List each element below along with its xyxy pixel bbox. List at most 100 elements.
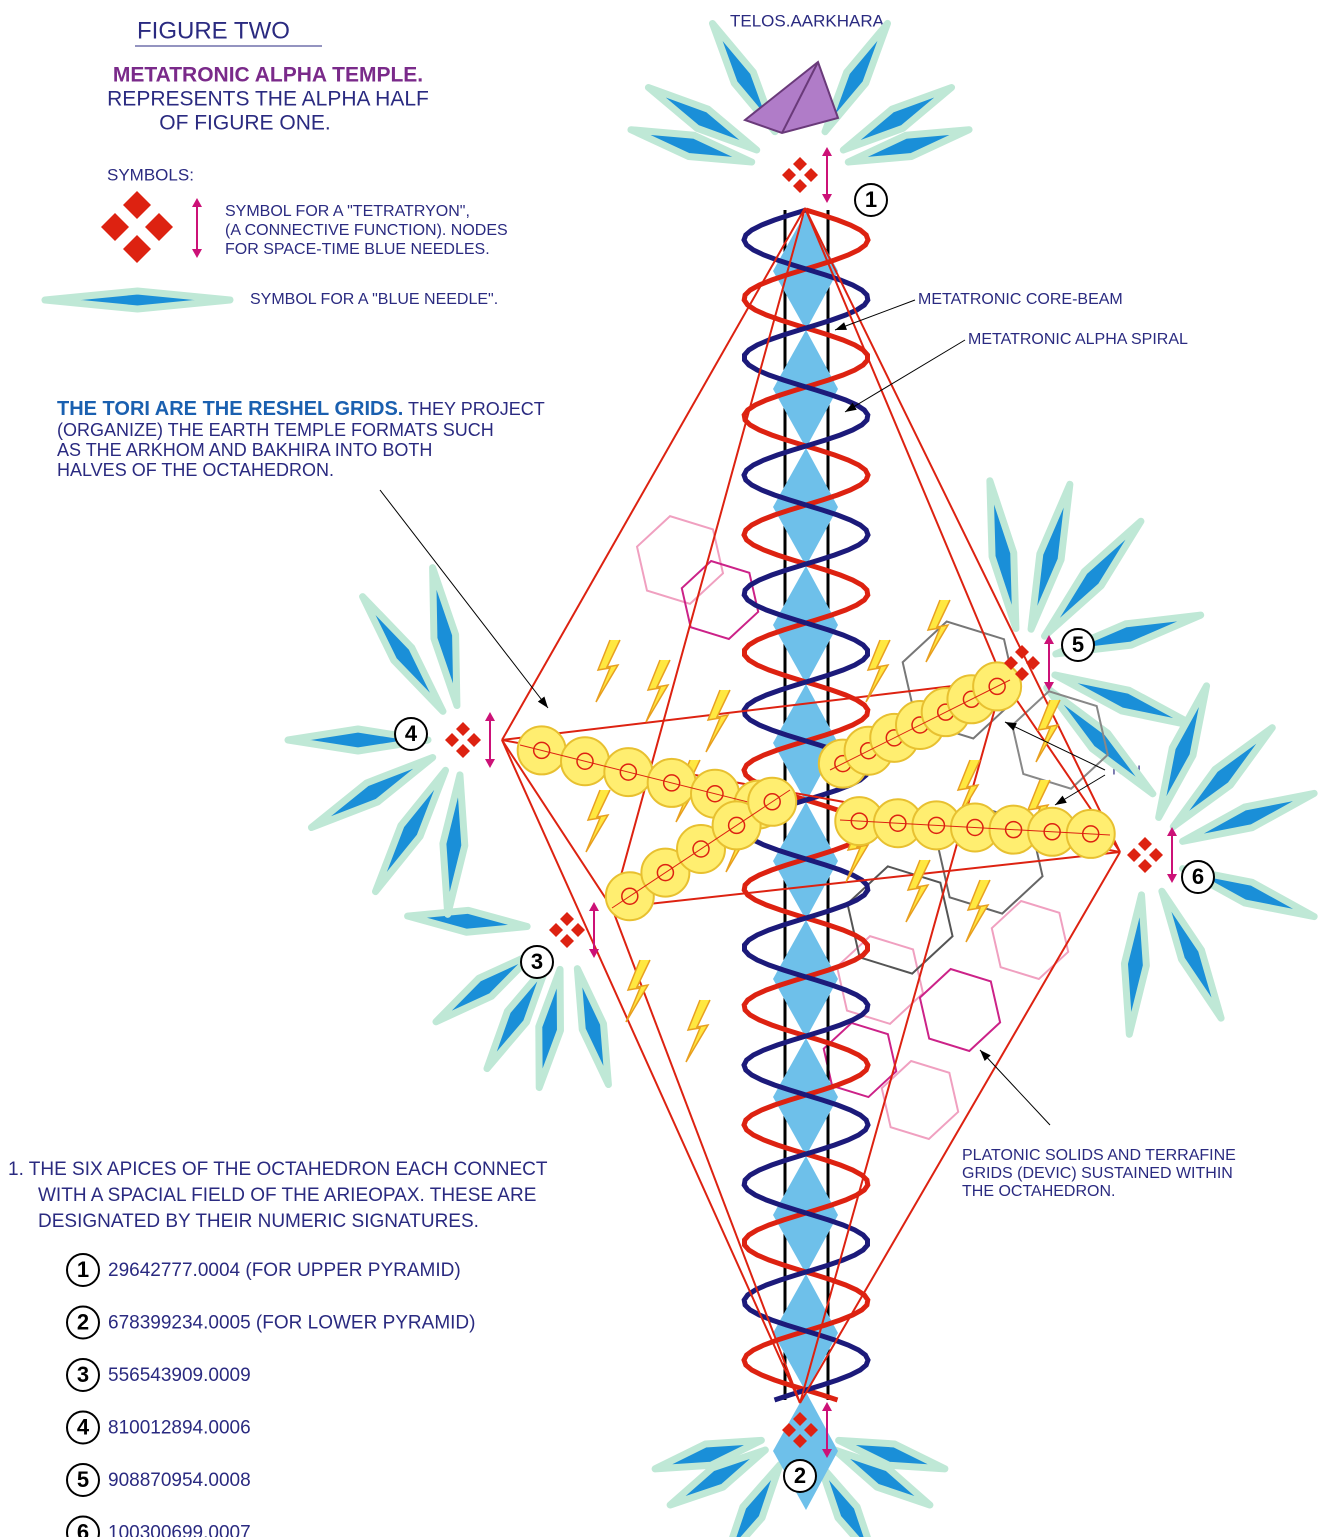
callout: PLATONIC SOLIDS AND TERRAFINE (962, 1147, 1236, 1164)
blue-needle (577, 969, 608, 1085)
tetratryon (1026, 656, 1040, 670)
blue-needle (45, 291, 230, 309)
callout: METATRONIC ALPHA SPIRAL (968, 331, 1188, 348)
platonic-grid (920, 969, 1000, 1051)
lightning (966, 880, 990, 942)
tetratryon (445, 733, 459, 747)
blue-needle (433, 568, 457, 706)
tetratryon (793, 179, 807, 193)
callout: GRIDS (DEVIC) SUSTAINED WITHIN (962, 1165, 1233, 1182)
arrow-head (192, 249, 202, 258)
arrow-head (822, 194, 832, 203)
lightning (926, 600, 950, 662)
note-line: DESIGNATED BY THEIR NUMERIC SIGNATURES. (38, 1211, 479, 1232)
tetratryon (804, 168, 818, 182)
arrow-head (1167, 874, 1177, 883)
blue-needle (1162, 891, 1221, 1018)
symbol-text: SYMBOL FOR A "TETRATRYON", (225, 203, 470, 220)
note-line: 1. THE SIX APICES OF THE OCTAHEDRON EACH… (8, 1159, 548, 1180)
tori-note-text: THEY PROJECT (403, 399, 544, 419)
tetratryon (123, 235, 151, 263)
tetratryon (456, 722, 470, 736)
arrow-head (1005, 722, 1017, 731)
figure-title: FIGURE TWO (137, 17, 290, 44)
marker-number: 2 (77, 1309, 89, 1334)
tetratryon (549, 923, 563, 937)
callout-arrow (980, 1050, 1050, 1125)
callout: METATRONIC CORE-BEAM (918, 291, 1123, 308)
marker-number: 4 (405, 721, 418, 746)
marker-number: 1 (77, 1257, 89, 1282)
tetratryon (560, 934, 574, 948)
callout: THE OCTAHEDRON. (962, 1183, 1115, 1200)
tetratryon (1138, 837, 1152, 851)
blue-needle (443, 775, 465, 914)
octahedron-edge (502, 208, 805, 740)
lightning (706, 690, 730, 752)
symbol-text: (A CONNECTIVE FUNCTION). NODES (225, 222, 508, 239)
tetratryon (101, 213, 129, 241)
arrow-head (192, 198, 202, 207)
marker-number: 2 (794, 1463, 806, 1488)
signature: 100300699.0007 (108, 1523, 251, 1537)
tori-note-text: (ORGANIZE) THE EARTH TEMPLE FORMATS SUCH (57, 420, 494, 440)
arrow-head (589, 902, 599, 911)
lightning (686, 1000, 710, 1062)
marker-number: 4 (77, 1414, 90, 1439)
subtitle-line: OF FIGURE ONE. (159, 112, 331, 135)
symbol-text: SYMBOL FOR A "BLUE NEEDLE". (250, 291, 498, 308)
tetratryon (456, 744, 470, 758)
top-label: TELOS.AARKHARA (730, 11, 885, 30)
marker-number: 5 (1072, 632, 1084, 657)
symbols-heading: SYMBOLS: (107, 165, 194, 184)
subtitle-line: REPRESENTS THE ALPHA HALF (107, 88, 429, 111)
marker-number: 5 (77, 1467, 89, 1492)
tori-note-text: AS THE ARKHOM AND BAKHIRA INTO BOTH (57, 440, 432, 460)
arrow-head (822, 1402, 832, 1411)
platonic-grid (637, 516, 723, 604)
marker-number: 6 (77, 1519, 89, 1537)
tetratryon (571, 923, 585, 937)
blue-needle (1124, 895, 1146, 1034)
lightning (586, 790, 610, 852)
subtitle: METATRONIC ALPHA TEMPLE. (113, 64, 423, 87)
tetratryon (560, 912, 574, 926)
marker-number: 3 (531, 949, 543, 974)
lightning (1036, 700, 1060, 762)
arrow-head (538, 697, 548, 708)
tori-note: THE TORI ARE THE RESHEL GRIDS. THEY PROJ… (57, 398, 545, 420)
arrow-head (485, 759, 495, 768)
tetratryon (793, 157, 807, 171)
marker-number: 1 (865, 187, 877, 212)
arrow-head (1055, 796, 1067, 805)
blue-needle (408, 910, 528, 932)
arrow-head (485, 712, 495, 721)
tetratryon (145, 213, 173, 241)
signature: 678399234.0005 (FOR LOWER PYRAMID) (108, 1313, 476, 1334)
symbol-text: FOR SPACE-TIME BLUE NEEDLES. (225, 241, 490, 258)
tetratryon (1127, 848, 1141, 862)
octahedron-edge (612, 908, 800, 1403)
lightning (906, 860, 930, 922)
arrow-head (822, 147, 832, 156)
marker-number: 6 (1192, 864, 1204, 889)
note-line: WITH A SPACIAL FIELD OF THE ARIEOPAX. TH… (38, 1185, 536, 1206)
tetratryon (1149, 848, 1163, 862)
tori-note-bold: THE TORI ARE THE RESHEL GRIDS. (57, 398, 403, 420)
diagram: FIGURE TWO METATRONIC ALPHA TEMPLE. REPR… (0, 0, 1329, 1537)
tetratryon (1015, 645, 1029, 659)
signature: 556543909.0009 (108, 1365, 251, 1386)
tori-note-text: HALVES OF THE OCTAHEDRON. (57, 460, 334, 480)
marker-number: 3 (77, 1362, 89, 1387)
torus-axis (520, 745, 780, 810)
lightning (626, 960, 650, 1022)
tetratryon (467, 733, 481, 747)
arrow-head (835, 322, 847, 330)
signature: 908870954.0008 (108, 1470, 251, 1491)
signature: 810012894.0006 (108, 1418, 251, 1439)
tetratryon (1138, 859, 1152, 873)
tetratryon (782, 168, 796, 182)
lightning (596, 640, 620, 702)
signature: 29642777.0004 (FOR UPPER PYRAMID) (108, 1260, 461, 1281)
tetratryon (123, 191, 151, 219)
